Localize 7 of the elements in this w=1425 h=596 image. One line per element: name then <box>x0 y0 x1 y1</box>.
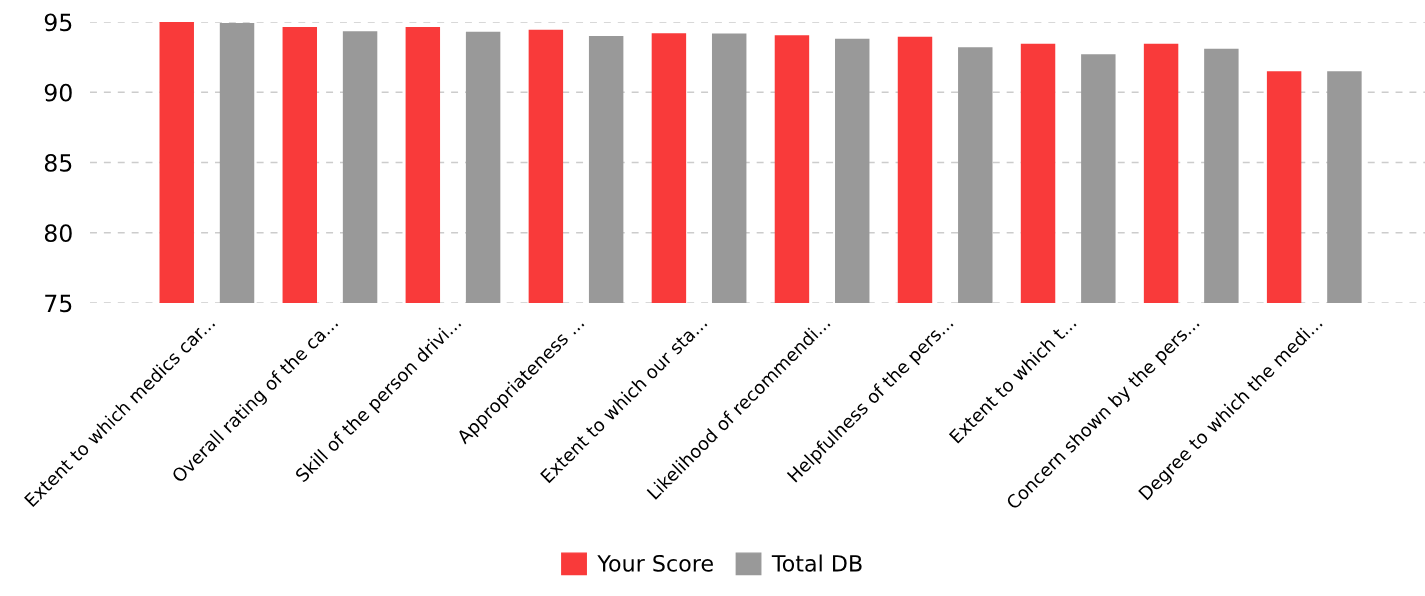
legend-label: Your Score <box>597 554 713 572</box>
y-tick-label: 80 <box>44 224 72 243</box>
y-tick-label: 85 <box>44 153 72 172</box>
y-tick-label: 95 <box>44 13 72 32</box>
legend-label: Total DB <box>771 554 862 572</box>
y-tick-label: 75 <box>45 294 72 313</box>
y-tick-label: 90 <box>44 83 72 102</box>
